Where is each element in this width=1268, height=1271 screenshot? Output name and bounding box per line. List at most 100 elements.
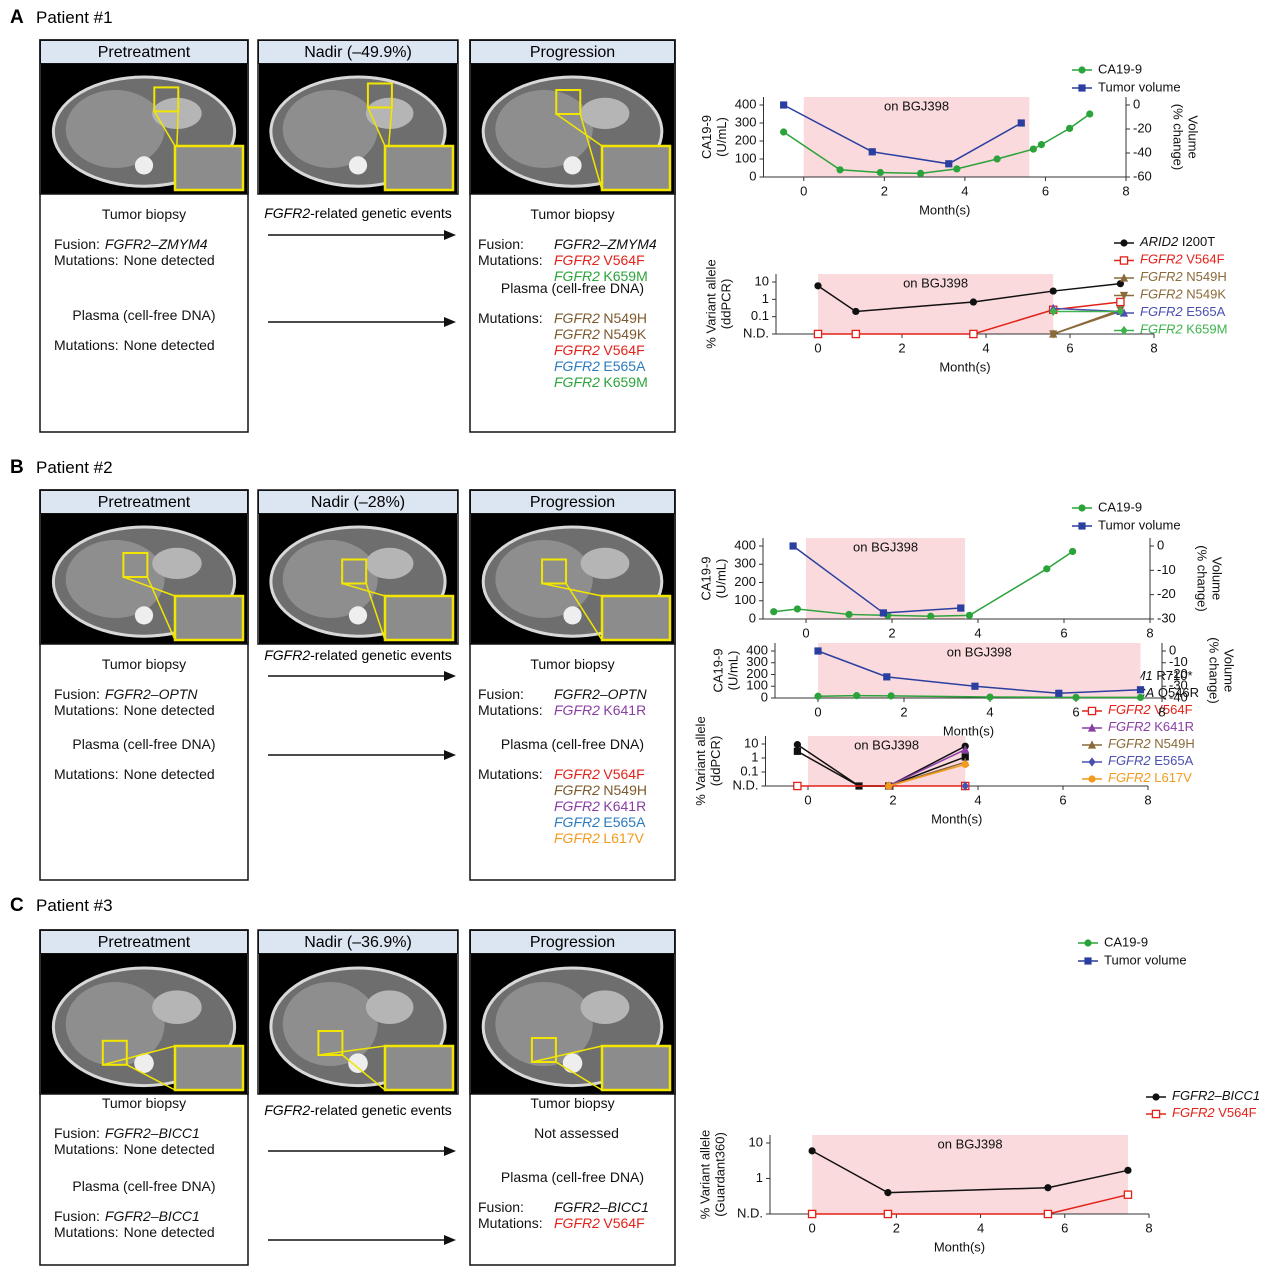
text-block: Tumor biopsy Fusion: FGFR2–OPTN Mutations: F… <box>470 656 675 718</box>
marker <box>953 165 961 173</box>
marker <box>807 1209 817 1219</box>
y2-tick-label: -40 <box>1169 689 1188 704</box>
y-tick-label: 1 <box>751 749 758 764</box>
y2-tick-label: -40 <box>1133 144 1152 159</box>
events-label: FGFR2-related genetic events <box>250 205 466 221</box>
block-rows: Fusion: FGFR2–OPTN Mutations: None detected <box>40 686 248 718</box>
row-label: Mutations: <box>54 337 119 353</box>
y2-tick-label: -20 <box>1169 666 1188 681</box>
gene-name: FGFR2 <box>554 310 600 326</box>
y-axis-title: CA19-9 <box>710 648 725 692</box>
legend-change: N549H <box>1183 269 1227 284</box>
gene-name: FGFR2–ZMYM4 <box>554 236 657 252</box>
marker <box>1087 740 1097 749</box>
legend-label: Tumor volume <box>1104 952 1187 967</box>
zoom-inset <box>173 144 245 192</box>
x-tick-label: 0 <box>802 625 809 640</box>
row: Mutations: None detected <box>54 1224 248 1240</box>
entry: FGFR2–BICC1 <box>105 1208 200 1224</box>
mutation: N549H <box>603 310 647 326</box>
marker <box>793 741 801 749</box>
mutation: E565A <box>603 358 646 374</box>
marker <box>1116 280 1124 288</box>
entry: FGFR2 K659M <box>554 374 648 390</box>
block-rows: Fusion: FGFR2–BICC1 Mutations: None detecte… <box>40 1208 248 1240</box>
zoom-inset <box>383 594 455 642</box>
series-line <box>783 113 1091 175</box>
zoom-line <box>579 113 603 191</box>
entries: FGFR2–ZMYM4 <box>105 236 208 252</box>
x-tick-label: 0 <box>808 1220 815 1235</box>
row: Fusion: FGFR2–BICC1 <box>54 1208 248 1224</box>
x-tick-label: 0 <box>814 340 821 355</box>
zoom-inset <box>600 144 672 192</box>
ct-spine <box>134 606 154 625</box>
events-label: FGFR2-related genetic events <box>250 647 466 663</box>
marker <box>883 673 891 681</box>
y-tick-label: 400 <box>734 537 756 552</box>
zoom-line <box>555 113 603 147</box>
zoom-line <box>367 107 386 147</box>
row-label: Fusion: <box>54 686 100 702</box>
y-tick-label: 300 <box>734 556 756 571</box>
zoom-line <box>555 1061 603 1091</box>
zoom-line <box>541 582 603 597</box>
mutation: E565A <box>603 814 646 830</box>
panel-title: Patient #3 <box>36 896 113 915</box>
panel-letter: A <box>10 7 24 28</box>
stage-header: Nadir (–49.9%) <box>258 40 458 64</box>
mutation: N549K <box>603 326 647 342</box>
block-heading: Plasma (cell-free DNA) <box>500 280 645 296</box>
entries: None detected <box>124 337 215 353</box>
ct-spine <box>134 156 154 175</box>
y2-axis-title: Volume <box>1186 115 1201 158</box>
block-rows: Mutations: None detected <box>40 766 248 782</box>
gene-name: FGFR2 <box>554 782 600 798</box>
zoom-source <box>366 82 393 109</box>
series-line <box>812 1193 1129 1215</box>
entry: FGFR2 L617V <box>554 830 647 846</box>
series-line <box>1052 309 1121 335</box>
x-tick-label: 6 <box>1060 625 1067 640</box>
y-tick-label: 400 <box>735 96 757 111</box>
shade-label: on BGJ398 <box>884 98 949 113</box>
mutation: V564F <box>603 252 645 268</box>
marker <box>1152 1093 1160 1101</box>
y-axis-title: (ddPCR) <box>708 736 723 787</box>
entry: FGFR2 V564F <box>554 1215 645 1231</box>
marker <box>1087 706 1097 716</box>
y-tick-label: N.D. <box>743 325 769 340</box>
y-axis-title: (Guardant360) <box>712 1132 727 1217</box>
entry: None detected <box>124 1141 215 1157</box>
entry: FGFR2 V564F <box>554 766 647 782</box>
gene-name: FGFR2–BICC1 <box>554 1199 649 1215</box>
block-rows: Mutations: FGFR2 V564F FGFR2 N549H FGFR2 K641R… <box>470 766 675 846</box>
zoom-line <box>565 583 603 641</box>
legend-label: CA19-9 <box>1098 499 1142 514</box>
x-axis-title: Month(s) <box>934 1239 985 1254</box>
legend-gene: FGFR2 <box>1140 287 1183 302</box>
x-tick-label: 8 <box>1122 183 1129 198</box>
gene-name: FGFR2 <box>554 326 600 342</box>
ct-organ <box>152 990 202 1024</box>
marker <box>780 101 788 109</box>
x-tick-label: 0 <box>800 183 807 198</box>
x-tick-label: 8 <box>1150 340 1157 355</box>
marker <box>808 1147 816 1155</box>
text-block: Tumor biopsy Fusion: FGFR2–ZMYM4 Mutations:… <box>470 206 675 284</box>
mutation: L617V <box>603 830 644 846</box>
marker <box>1078 504 1086 512</box>
y-axis-title: CA19-9 <box>698 556 713 600</box>
block-heading: Tumor biopsy <box>101 206 187 222</box>
ct-spine <box>348 156 368 175</box>
ct-liver <box>282 982 378 1066</box>
gene-name: FGFR2 <box>554 830 600 846</box>
marker <box>1029 145 1037 153</box>
x-tick-label: 2 <box>893 1220 900 1235</box>
stage-header: Pretreatment <box>40 40 248 64</box>
row: Fusion: FGFR2–ZMYM4 <box>54 236 248 252</box>
marker <box>1087 723 1097 732</box>
row: Mutations: None detected <box>54 337 248 353</box>
entries: FGFR2–OPTN <box>554 686 647 702</box>
text-block: Tumor biopsy Fusion: FGFR2–BICC1 Mutations:… <box>40 1095 248 1157</box>
